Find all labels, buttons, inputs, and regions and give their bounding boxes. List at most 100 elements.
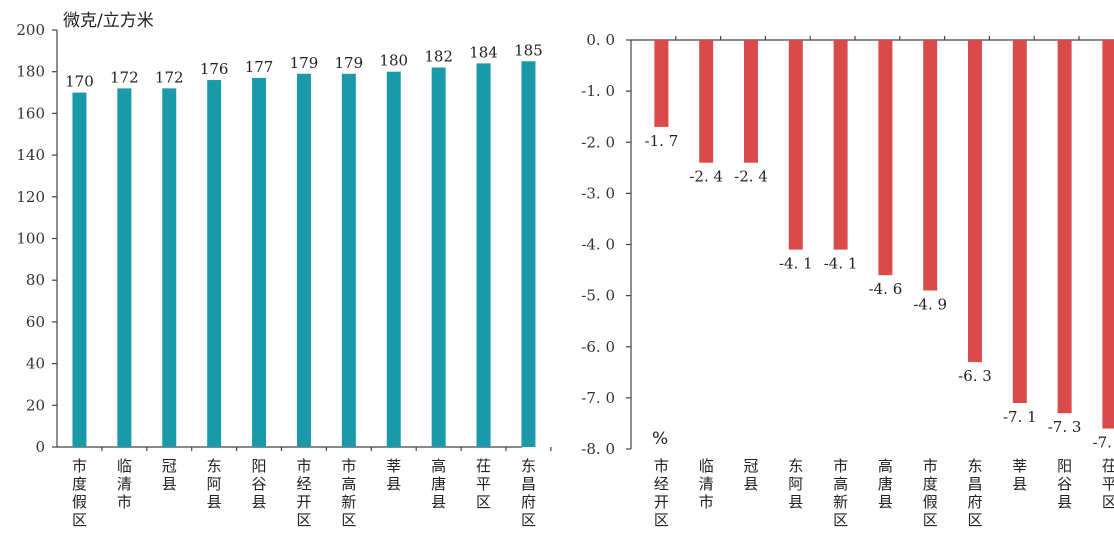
category-label-char: 唐 (431, 475, 446, 493)
bar (521, 61, 536, 448)
category-label-char: 昌 (967, 475, 982, 493)
category-label-char: 市 (117, 493, 132, 511)
category-label-char: 高 (341, 475, 356, 493)
category-label-char: 区 (296, 511, 311, 529)
y-tick-label: -3. 0 (581, 184, 615, 202)
data-label: 172 (110, 68, 139, 86)
category-label-char: 度 (72, 475, 87, 493)
bar (1012, 40, 1027, 403)
category-label: 阳谷县 (252, 457, 267, 511)
category-label-char: 经 (654, 475, 669, 493)
data-label: 172 (155, 68, 184, 86)
category-label-char: 区 (521, 511, 536, 529)
category-label-char: 新 (833, 493, 848, 511)
category-label-char: 县 (743, 475, 758, 493)
category-label-char: 市 (72, 457, 87, 475)
category-label: 阳谷县 (1057, 457, 1072, 511)
data-label: 180 (379, 52, 408, 70)
category-label: 东阿县 (788, 457, 803, 511)
category-label-char: 新 (341, 493, 356, 511)
data-label: -4. 6 (869, 280, 903, 298)
y-tick-label: -5. 0 (581, 287, 615, 305)
y-tick-label: 80 (26, 271, 45, 289)
bar (1057, 40, 1072, 414)
category-label-char: 市 (699, 493, 714, 511)
category-label-char: 高 (878, 457, 893, 475)
bar (923, 40, 938, 291)
y-tick-label: 160 (16, 104, 45, 122)
category-label: 高唐县 (878, 457, 893, 511)
y-tick-label: -6. 0 (581, 338, 615, 356)
category-label-char: 区 (833, 511, 848, 529)
data-label: 184 (469, 43, 498, 61)
category-label-char: 东 (207, 457, 222, 475)
bar (431, 67, 446, 447)
category-label: 冠县 (743, 457, 758, 493)
category-label-char: 开 (654, 493, 669, 511)
category-label-char: 市 (833, 457, 848, 475)
y-tick-label: 40 (26, 355, 45, 373)
data-label: -2. 4 (734, 168, 768, 186)
category-label-char: 东 (521, 457, 536, 475)
y-tick-label: 120 (16, 188, 45, 206)
category-label: 临清市 (699, 457, 714, 511)
category-label-char: 东 (788, 457, 803, 475)
category-label-char: 清 (699, 475, 714, 493)
data-label: -7. 3 (1048, 418, 1082, 436)
bar (341, 73, 356, 447)
bar (162, 88, 177, 447)
y-tick-label: 100 (16, 230, 45, 248)
category-label-char: 县 (1057, 493, 1072, 511)
category-label-char: 东 (967, 457, 982, 475)
category-label: 冠县 (162, 457, 177, 493)
category-label-char: 冠 (162, 457, 177, 475)
data-label: 179 (335, 54, 364, 72)
bar (654, 40, 669, 127)
category-label-char: 县 (878, 493, 893, 511)
category-label: 茌平区 (476, 457, 491, 511)
category-label-char: 茌 (1102, 457, 1114, 475)
y-tick-label: 140 (16, 146, 45, 164)
bar (72, 92, 87, 448)
category-label-char: 阳 (1057, 457, 1072, 475)
data-label: -4. 1 (824, 255, 858, 273)
category-label-char: 开 (296, 493, 311, 511)
category-label: 莘县 (386, 457, 401, 493)
y-tick-label: 60 (26, 313, 45, 331)
category-label-char: 县 (162, 475, 177, 493)
category-label-char: 县 (1012, 475, 1027, 493)
bar (476, 63, 491, 448)
category-label-char: 市 (654, 457, 669, 475)
data-label: 185 (514, 41, 543, 59)
y-tick-label: 200 (16, 21, 45, 39)
y-tick-label: 20 (26, 396, 45, 414)
y-tick-label: -7. 0 (581, 389, 615, 407)
category-label-char: 临 (117, 457, 132, 475)
bar (207, 80, 222, 447)
data-label: -7. 6 (1093, 434, 1114, 452)
y-tick-label: 0 (35, 438, 45, 456)
category-label-char: 假 (72, 493, 87, 511)
y-tick-label: -1. 0 (581, 82, 615, 100)
data-label: 176 (200, 60, 229, 78)
category-label-char: 县 (207, 493, 222, 511)
category-label-char: 区 (341, 511, 356, 529)
change-rate-chart: 0. 0 -1. 0 -2. 0 -3. 0 -4. 0 -5. 0 -6. 0 -7. 0 -… (581, 31, 1114, 529)
data-label: -4. 1 (779, 255, 813, 273)
category-label-char: 平 (1102, 475, 1114, 493)
category-label-char: 府 (521, 493, 536, 511)
category-label-char: 市 (341, 457, 356, 475)
category-label-char: 假 (923, 493, 938, 511)
category-label-char: 高 (833, 475, 848, 493)
category-label-char: 区 (1102, 493, 1114, 511)
bar (788, 40, 803, 250)
bar (386, 71, 401, 447)
data-label: -7. 1 (1003, 408, 1037, 426)
